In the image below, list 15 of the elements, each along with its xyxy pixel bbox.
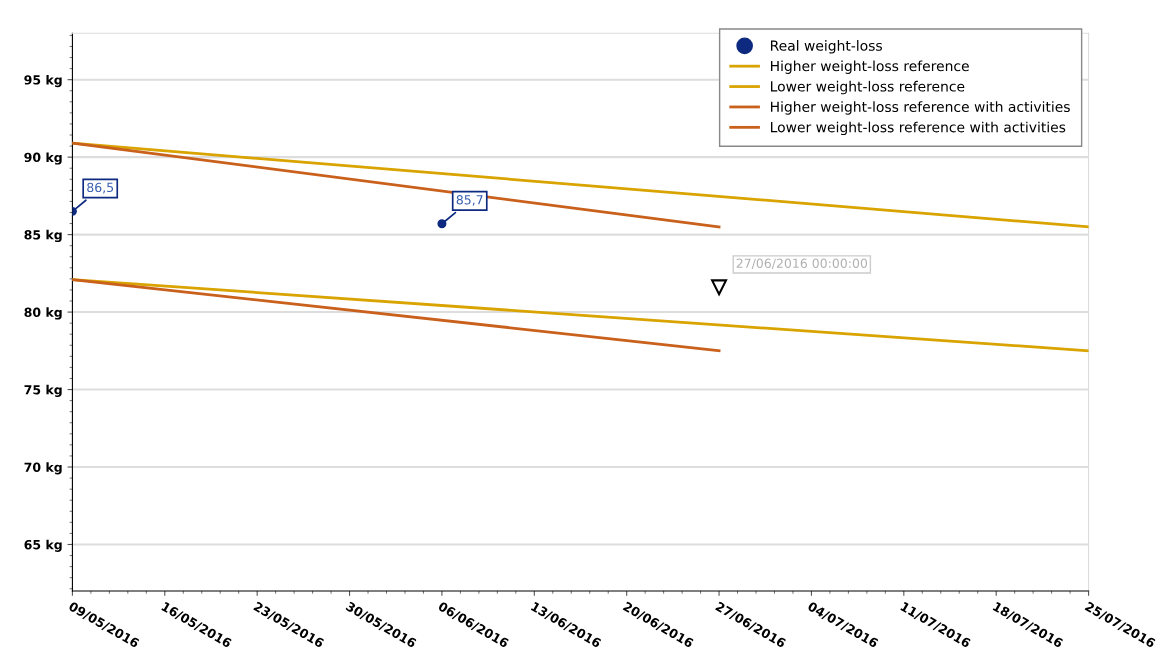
data-label: 85,7 bbox=[456, 195, 483, 206]
legend-label: Lower weight-loss reference bbox=[771, 80, 965, 95]
legend-label: Lower weight-loss reference with activities bbox=[771, 121, 1066, 136]
legend-label: Real weight-loss bbox=[771, 40, 882, 54]
annotation: 27/06/2016 00:00:00 bbox=[736, 258, 868, 270]
legend-label: Higher weight-loss reference bbox=[771, 60, 969, 74]
legend-label: Higher weight-loss reference with activities bbox=[771, 101, 1070, 115]
data-label: 86,5 bbox=[87, 182, 114, 194]
y-tick-label: 75 kg bbox=[24, 384, 62, 397]
y-tick-label: 95 kg bbox=[24, 74, 62, 88]
y-tick-label: 85 kg bbox=[24, 229, 62, 243]
y-tick-label: 80 kg bbox=[24, 307, 62, 320]
y-tick-label: 65 kg bbox=[24, 539, 62, 552]
y-tick-label: 90 kg bbox=[24, 152, 62, 165]
y-tick-label: 70 kg bbox=[24, 462, 62, 475]
